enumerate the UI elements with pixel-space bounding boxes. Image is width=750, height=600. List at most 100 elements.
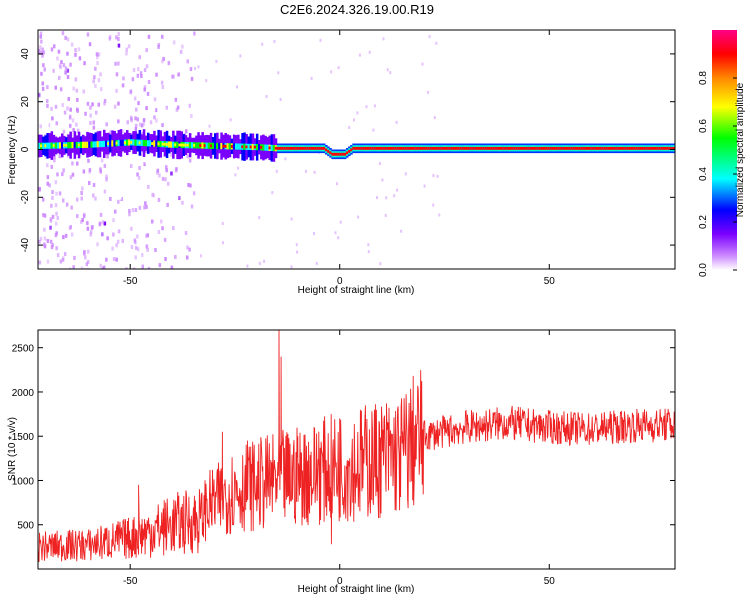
- spectrogram-cell: [165, 168, 168, 173]
- spectrogram-cell: [186, 255, 189, 260]
- spectrogram-band-core: [350, 148, 353, 152]
- spectrogram-cell: [56, 195, 59, 200]
- spectrogram-band-core: [448, 146, 452, 150]
- spectrogram-band-core: [465, 146, 468, 150]
- spectrogram-cell: [313, 232, 315, 236]
- spectrogram-cell: [190, 76, 194, 81]
- spectrogram-cell: [135, 245, 138, 250]
- snr-panel: -50 0 50 500 1000 1500 2000 2500 Height of str…: [7, 329, 676, 595]
- spectrogram-band-core: [186, 143, 190, 147]
- spectrogram-band-mid: [56, 142, 60, 149]
- spectrogram-cell: [94, 84, 97, 88]
- spectrogram-band-core: [480, 146, 483, 150]
- spectrogram-band-mid: [136, 139, 139, 146]
- spectrogram-cell: [115, 165, 119, 170]
- spectrogram-band-mid: [134, 139, 137, 146]
- spectrogram-cell: [72, 128, 75, 133]
- spectrogram-cell: [122, 76, 125, 81]
- spectrogram-band-core: [312, 146, 315, 150]
- spectrogram-cell: [84, 255, 87, 260]
- spectrogram-cell: [76, 128, 80, 133]
- spectrogram-cell: [139, 152, 143, 156]
- spectrogram-cell: [277, 71, 280, 75]
- spectrogram-cell: [76, 97, 79, 102]
- spectrogram-band-mid: [92, 141, 95, 148]
- spectrogram-cell: [50, 245, 54, 250]
- spectrogram-cell: [229, 118, 232, 122]
- spectrogram-cell: [160, 219, 163, 224]
- spectrogram-cell: [125, 51, 128, 56]
- spectrogram-band-core: [260, 145, 263, 149]
- spectrogram-cell: [435, 41, 438, 45]
- spectrogram-cell: [188, 103, 191, 108]
- spectrogram-band-core: [624, 146, 628, 150]
- spectrogram-band-core: [660, 146, 663, 150]
- spectrogram-cell: [92, 125, 96, 130]
- spectrogram-cell: [114, 61, 117, 66]
- spectrogram-band-core: [620, 146, 623, 150]
- spectrogram-cell: [53, 44, 56, 49]
- spectrogram-cell: [80, 219, 83, 224]
- spectrogram-cell: [147, 80, 151, 84]
- spectrogram-cell: [90, 225, 94, 230]
- spectrogram-band-core: [649, 146, 653, 150]
- spectrogram-cell: [178, 196, 181, 201]
- spectrogram-band-mid: [239, 143, 242, 150]
- spectrogram-band-mid: [197, 142, 200, 149]
- spectrogram-cell: [59, 259, 63, 264]
- spectrogram-band-mid: [272, 145, 276, 152]
- spectrogram-cell: [62, 198, 65, 203]
- spectrogram-cells: [38, 31, 675, 269]
- spectrogram-band-core: [647, 146, 651, 150]
- spectrogram-cell: [140, 74, 143, 78]
- spectrogram-band-core: [431, 146, 435, 150]
- spectrogram-band-core: [343, 152, 347, 156]
- spectrogram-band-mid: [216, 142, 219, 150]
- spectrogram-band-core: [356, 146, 359, 150]
- spectrogram-band-mid: [258, 144, 261, 151]
- spectrogram-cell: [161, 59, 164, 64]
- spectrogram-cell: [64, 233, 68, 238]
- spectrogram-band-core: [65, 143, 68, 147]
- spectrogram-cell: [400, 229, 403, 233]
- spectrogram-band-mid: [176, 141, 179, 148]
- spectrogram-band-core: [107, 142, 110, 146]
- spectrogram-band-mid: [266, 144, 269, 151]
- spectrogram-band-core: [641, 146, 644, 150]
- spectrogram-band-core: [180, 143, 183, 147]
- spectrogram-cell: [48, 183, 51, 188]
- spectrogram-band-core: [532, 146, 535, 150]
- spectrogram-cell: [404, 172, 407, 176]
- spectrogram-band-core: [536, 146, 540, 150]
- spectrogram-cell: [157, 44, 160, 49]
- spectrogram-band-core: [563, 146, 567, 150]
- spectrogram-cell: [103, 189, 107, 194]
- spectrogram-cell: [142, 121, 145, 126]
- spectrogram-band-core: [645, 146, 649, 150]
- spectrogram-band-mid: [237, 143, 240, 150]
- spectrogram-band-mid: [142, 139, 146, 147]
- spectrogram-band-core: [163, 142, 167, 146]
- spectrogram-cell: [174, 97, 178, 102]
- spectrogram-cell: [121, 83, 125, 88]
- spectrogram-band-core: [346, 151, 349, 155]
- spectrogram-cell: [433, 116, 436, 119]
- colorbar-tick-label: 0.0: [698, 263, 709, 277]
- spectrogram-band-core: [369, 146, 372, 150]
- spectrogram-cell: [337, 236, 340, 240]
- colorbar-bar: [712, 30, 737, 270]
- spectrogram-band-mid: [98, 141, 102, 148]
- spectrogram-cell: [63, 110, 67, 115]
- spectrogram-cell: [92, 183, 96, 187]
- spectrogram-band-core: [367, 146, 370, 150]
- spectrogram-band-mid: [188, 142, 192, 149]
- spectrogram-cell: [367, 243, 370, 247]
- spectrogram-band-mid: [67, 142, 70, 149]
- spectrogram-band-core: [484, 146, 487, 150]
- spectrogram-cell: [172, 74, 175, 79]
- spectrogram-cell: [101, 232, 104, 237]
- spectrogram-cell: [66, 106, 69, 111]
- spectrogram-cell: [43, 227, 46, 232]
- spectrogram-band-core: [390, 146, 393, 150]
